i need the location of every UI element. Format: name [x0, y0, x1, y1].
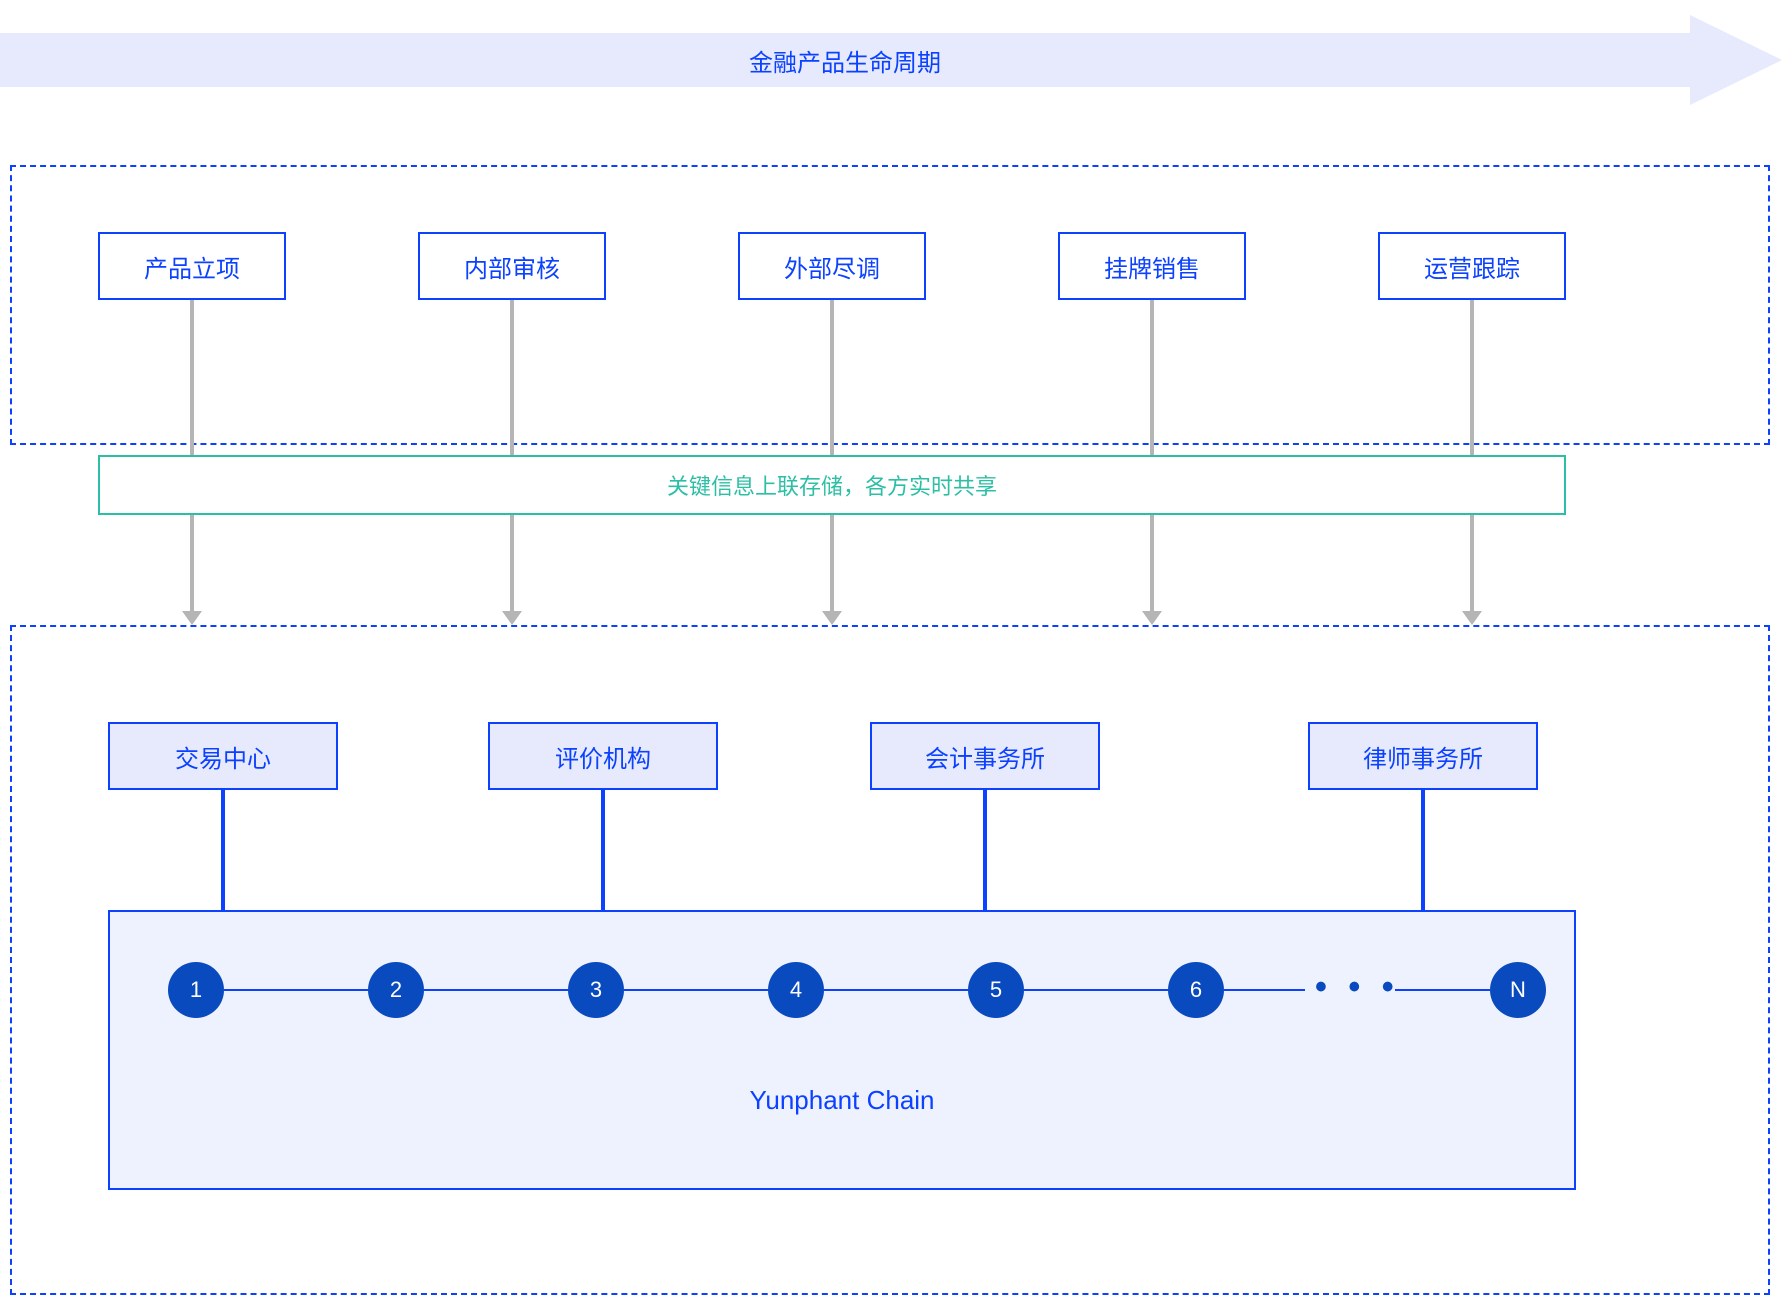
arrow-down-icon-0 — [182, 611, 202, 625]
chain-line-2 — [624, 989, 768, 991]
chain-line-5 — [1224, 989, 1305, 991]
stage-box-3: 挂牌销售 — [1058, 232, 1246, 300]
arrow-down-icon-4 — [1462, 611, 1482, 625]
chain-node-N: N — [1490, 962, 1546, 1018]
connector-org-2 — [983, 790, 987, 910]
arrow-down-icon-2 — [822, 611, 842, 625]
stage-box-0: 产品立项 — [98, 232, 286, 300]
chain-node-5: 5 — [968, 962, 1024, 1018]
lifecycle-title: 金融产品生命周期 — [0, 33, 1690, 87]
middle-info-bar: 关键信息上联存储，各方实时共享 — [98, 455, 1566, 515]
connector-stage-1 — [510, 300, 514, 455]
connector-stage-2 — [830, 300, 834, 455]
connector-down-1 — [510, 515, 514, 611]
arrow-head-icon — [1690, 15, 1782, 105]
org-box-0: 交易中心 — [108, 722, 338, 790]
chain-ellipsis-icon: • • • — [1315, 968, 1400, 1007]
chain-line-0 — [224, 989, 368, 991]
connector-stage-0 — [190, 300, 194, 455]
chain-node-2: 2 — [368, 962, 424, 1018]
chain-line-1 — [424, 989, 568, 991]
arrow-down-icon-3 — [1142, 611, 1162, 625]
chain-node-4: 4 — [768, 962, 824, 1018]
chain-node-1: 1 — [168, 962, 224, 1018]
arrow-down-icon-1 — [502, 611, 522, 625]
chain-line-3 — [824, 989, 968, 991]
chain-line-5b — [1395, 989, 1490, 991]
chain-container — [108, 910, 1576, 1190]
connector-org-1 — [601, 790, 605, 910]
connector-org-0 — [221, 790, 225, 910]
connector-stage-3 — [1150, 300, 1154, 455]
connector-down-2 — [830, 515, 834, 611]
connector-down-3 — [1150, 515, 1154, 611]
connector-org-3 — [1421, 790, 1425, 910]
connector-down-0 — [190, 515, 194, 611]
upper-dashed-container — [10, 165, 1770, 445]
org-box-1: 评价机构 — [488, 722, 718, 790]
stage-box-2: 外部尽调 — [738, 232, 926, 300]
connector-down-4 — [1470, 515, 1474, 611]
stage-box-4: 运营跟踪 — [1378, 232, 1566, 300]
chain-label: Yunphant Chain — [108, 1085, 1576, 1116]
stage-box-1: 内部审核 — [418, 232, 606, 300]
lifecycle-arrow-banner: 金融产品生命周期 — [0, 15, 1782, 105]
chain-line-4 — [1024, 989, 1168, 991]
org-box-3: 律师事务所 — [1308, 722, 1538, 790]
chain-node-3: 3 — [568, 962, 624, 1018]
chain-node-6: 6 — [1168, 962, 1224, 1018]
connector-stage-4 — [1470, 300, 1474, 455]
org-box-2: 会计事务所 — [870, 722, 1100, 790]
